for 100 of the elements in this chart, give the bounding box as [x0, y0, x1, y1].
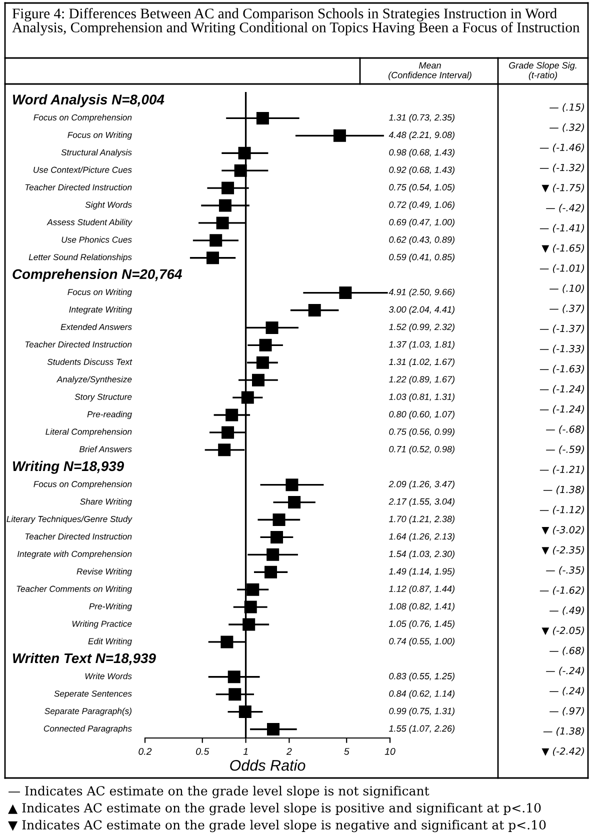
- y-tick-label: Assess Student Ability: [46, 218, 132, 227]
- text: ▼ (-3.02): [542, 526, 584, 535]
- data-label: 1.37 (1.03, 1.81): [388, 340, 454, 350]
- y-tick-label: Focus on Writing: [68, 132, 132, 140]
- annotation: Comprehension N=20,764: [12, 268, 182, 282]
- data-label: 1.52 (0.99, 2.32): [388, 323, 454, 332]
- y-tick-label: Revise Writing: [76, 568, 132, 576]
- text: — (1.38): [543, 727, 584, 736]
- data-label: 1.08 (0.82, 1.41): [388, 602, 454, 612]
- text: — (.15): [550, 103, 584, 112]
- data-label: 0.84 (0.62, 1.14): [389, 690, 454, 699]
- text: — (.68): [550, 646, 584, 656]
- y-tick-label: Structural Analysis: [61, 149, 132, 158]
- data-label: 1.22 (0.89, 1.67): [388, 376, 454, 384]
- y-tick-label: Story Structure: [74, 394, 132, 402]
- data-label: 1.12 (0.87, 1.44): [388, 585, 454, 594]
- y-tick-label: Pre-Writing: [89, 603, 132, 612]
- y-tick-label: Letter Sound Relationships: [28, 254, 132, 262]
- data-label: 1.70 (1.21, 2.38): [388, 516, 454, 524]
- data-label: 0.72 (0.49, 1.06): [389, 201, 454, 210]
- data-label: 2.09 (1.26, 3.47): [388, 480, 454, 490]
- text: — (.37): [550, 304, 584, 314]
- y-tick-label: Sight Words: [85, 201, 132, 210]
- data-label: 0.75 (0.56, 0.99): [389, 428, 454, 437]
- text: — (-.24): [546, 666, 584, 676]
- data-label: 0.83 (0.55, 1.25): [389, 672, 454, 682]
- x-tick-label: 2: [286, 748, 292, 755]
- data-label: 0.80 (0.60, 1.07): [389, 410, 454, 420]
- y-tick-label: Students Discuss Text: [47, 358, 132, 365]
- y-tick-label: Use Context/Picture Cues: [34, 166, 132, 173]
- y-tick-label: Use Phonics Cues: [62, 236, 132, 243]
- y-tick-label: Edit Writing: [88, 638, 132, 646]
- y-tick-label: Focus on Comprehension: [34, 480, 132, 489]
- data-label: 0.92 (0.68, 1.43): [389, 166, 454, 175]
- text: Grade Slope Sig. (t-ratio): [509, 62, 576, 80]
- text: — (1.38): [543, 486, 584, 494]
- text: — (-1.24): [540, 405, 584, 414]
- text: — (.32): [550, 123, 584, 132]
- y-tick-label: Teacher Directed Instruction: [25, 533, 132, 540]
- y-tick-label: Analyze/Synthesize: [56, 376, 132, 384]
- text: ▼ Indicates AC estimate on the grade level slope is negative and significant at p<.10: [8, 820, 546, 832]
- data-label: 4.91 (2.50, 9.66): [388, 288, 454, 297]
- y-tick-label: Focus on Comprehension: [34, 114, 132, 122]
- y-tick-label: Focus on Writing: [68, 288, 132, 297]
- data-label: 1.05 (0.76, 1.45): [388, 620, 454, 629]
- text: ▲ Indicates AC estimate on the grade level slope is positive and significant at p<.10: [8, 802, 541, 816]
- text: — (-1.63): [540, 364, 584, 374]
- y-tick-label: Integrate with Comprehension: [17, 550, 132, 559]
- text: Mean (Confidence Interval): [388, 62, 472, 80]
- text: ▼ (-1.65): [542, 244, 584, 253]
- text: — (.49): [550, 606, 584, 616]
- x-tick-label: 1: [243, 748, 248, 755]
- y-tick-label: Extended Answers: [60, 324, 132, 330]
- text: ▼ (-2.05): [542, 626, 584, 636]
- annotation: Written Text N=18,939: [13, 652, 156, 666]
- text: — (-1.41): [540, 224, 584, 233]
- text: ▼ (-2.35): [542, 546, 584, 555]
- y-tick-label: Literary Techniques/Genre Study: [6, 516, 132, 524]
- text: — (-1.37): [540, 324, 584, 334]
- y-tick-label: Seperate Sentences: [54, 690, 132, 698]
- x-tick-label: 0.2: [138, 748, 152, 755]
- data-label: 1.31 (1.02, 1.67): [388, 358, 454, 367]
- y-tick-label: Integrate Writing: [69, 306, 132, 314]
- data-label: 0.62 (0.43, 0.89): [389, 236, 454, 245]
- text: — (.24): [550, 686, 584, 696]
- text: — (-1.01): [540, 264, 584, 273]
- data-label: 3.00 (2.04, 4.41): [388, 306, 454, 314]
- data-label: 0.69 (0.47, 1.00): [389, 218, 454, 228]
- data-label: 0.98 (0.68, 1.43): [389, 148, 454, 158]
- data-label: 0.75 (0.54, 1.05): [389, 184, 454, 192]
- text: — (-1.62): [540, 586, 584, 595]
- chart-title: Figure 4: Differences Between AC and Comparison Schools in Strategies Instruction in Word Analysis, Comprehension and Writing Conditional on Topics Having Been a Focus of Instruction: [12, 8, 580, 36]
- y-tick-label: Teacher Comments on Writing: [16, 586, 132, 594]
- data-label: 0.74 (0.55, 1.00): [389, 638, 454, 646]
- x-tick-label: 0.5: [196, 748, 210, 755]
- text: — (-.42): [546, 204, 584, 213]
- y-tick-label: Brief Answers: [79, 446, 132, 452]
- y-tick-label: Teacher Directed Instruction: [25, 184, 132, 190]
- x-axis-title: Odds Ratio: [230, 760, 306, 771]
- data-label: 1.55 (1.07, 2.26): [388, 725, 454, 734]
- data-label: 1.49 (1.14, 1.95): [388, 568, 454, 576]
- data-label: 1.31 (0.73, 2.35): [388, 114, 454, 122]
- x-tick-label: 5: [344, 748, 350, 755]
- y-tick-label: Write Words: [85, 672, 132, 680]
- data-label: 0.59 (0.41, 0.85): [389, 254, 454, 262]
- text: — (-1.12): [540, 506, 584, 514]
- data-label: 0.99 (0.75, 1.31): [389, 708, 454, 716]
- data-label: 0.71 (0.52, 0.98): [389, 446, 454, 454]
- text: — (-.59): [546, 445, 584, 454]
- annotation: Word Analysis N=8,004: [13, 94, 164, 108]
- text: — (-1.21): [540, 466, 584, 474]
- y-tick-label: Writing Practice: [72, 620, 132, 629]
- y-tick-label: Share Writing: [80, 498, 132, 506]
- text: — (-1.24): [540, 385, 584, 394]
- text: — (-1.46): [540, 144, 584, 152]
- text: — (-.35): [546, 566, 584, 575]
- data-label: 1.03 (0.81, 1.31): [388, 393, 454, 402]
- y-tick-label: Connected Paragraphs: [44, 725, 132, 734]
- y-tick-label: Teacher Directed Instruction: [25, 341, 132, 348]
- data-label: 1.54 (1.03, 2.30): [388, 550, 454, 559]
